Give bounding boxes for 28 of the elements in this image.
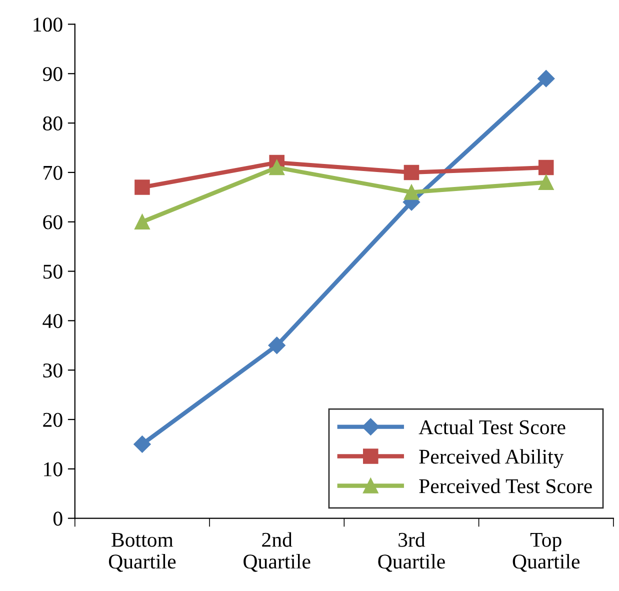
legend-label: Perceived Ability (419, 449, 564, 468)
x-tick-label: 3rd Quartile (378, 532, 445, 572)
point (404, 164, 420, 180)
legend-label: Actual Test Score (418, 420, 566, 434)
y-tick-label: 90 (42, 67, 62, 82)
y-tick-label: 30 (43, 363, 62, 378)
legend-label: Perceived Test Score (419, 478, 592, 494)
y-tick-label: 50 (43, 264, 62, 279)
point (134, 436, 151, 453)
point (404, 184, 420, 200)
point (538, 160, 554, 176)
point (268, 336, 286, 354)
point (134, 214, 150, 230)
y-tick-label: 70 (44, 166, 62, 180)
x-tick-label: 2nd Quartile (244, 532, 310, 572)
y-tick-label: 60 (43, 215, 62, 230)
point (269, 160, 284, 176)
y-tick-label: 10 (44, 462, 62, 476)
y-tick-label: 100 (34, 18, 62, 32)
y-tick-label: 0 (53, 512, 62, 526)
point (134, 180, 150, 195)
y-tick-label: 40 (42, 314, 62, 328)
y-tick-label: 80 (43, 116, 62, 130)
x-tick-label: Bottom Quartile (108, 533, 176, 572)
point (538, 70, 555, 88)
point (538, 174, 554, 190)
x-tick-label: Top Quartile (512, 533, 580, 572)
y-tick-label: 20 (43, 412, 62, 427)
